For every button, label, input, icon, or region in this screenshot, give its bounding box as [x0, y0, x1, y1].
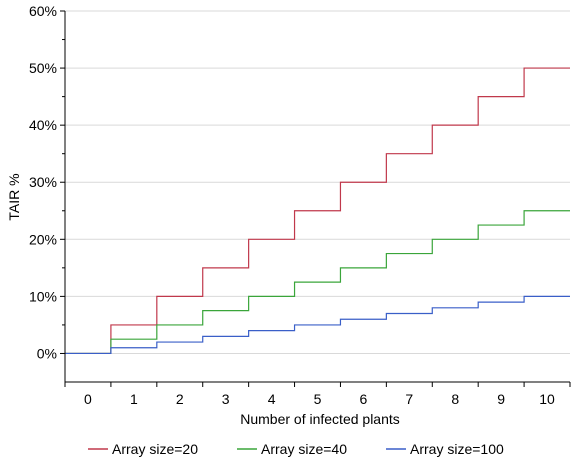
x-tick-label: 5 — [314, 391, 322, 407]
x-tick-label: 0 — [84, 391, 92, 407]
x-tick-label: 8 — [451, 391, 459, 407]
y-tick-label: 0% — [37, 345, 57, 361]
y-tick-label: 20% — [29, 231, 57, 247]
y-ticks: 0% 10% 20% 30% 40% 50% 60% — [29, 3, 65, 361]
x-ticks: 0 1 2 3 4 5 6 7 8 9 10 — [64, 382, 571, 407]
grid — [65, 10, 570, 354]
x-tick-label: 2 — [176, 391, 184, 407]
series-line-3 — [65, 295, 570, 355]
series-layer — [65, 67, 570, 355]
series-line-1 — [65, 67, 570, 355]
x-tick-label: 3 — [222, 391, 230, 407]
legend: Array size=20 Array size=40 Array size=100 — [88, 441, 504, 457]
x-tick-label: 7 — [405, 391, 413, 407]
axes — [64, 11, 570, 383]
x-tick-label: 4 — [268, 391, 276, 407]
y-tick-label: 50% — [29, 60, 57, 76]
y-tick-label: 60% — [29, 3, 57, 19]
y-tick-label: 10% — [29, 288, 57, 304]
y-tick-label: 40% — [29, 117, 57, 133]
x-tick-label: 6 — [360, 391, 368, 407]
x-tick-label: 9 — [497, 391, 505, 407]
legend-label: Array size=40 — [261, 441, 347, 457]
series-line-2 — [65, 210, 570, 355]
legend-label: Array size=20 — [112, 441, 198, 457]
y-axis-title: TAIR % — [6, 173, 22, 220]
legend-label: Array size=100 — [410, 441, 504, 457]
x-tick-label: 10 — [539, 391, 555, 407]
x-axis-title: Number of infected plants — [240, 411, 400, 427]
x-tick-label: 1 — [130, 391, 138, 407]
y-tick-label: 30% — [29, 174, 57, 190]
